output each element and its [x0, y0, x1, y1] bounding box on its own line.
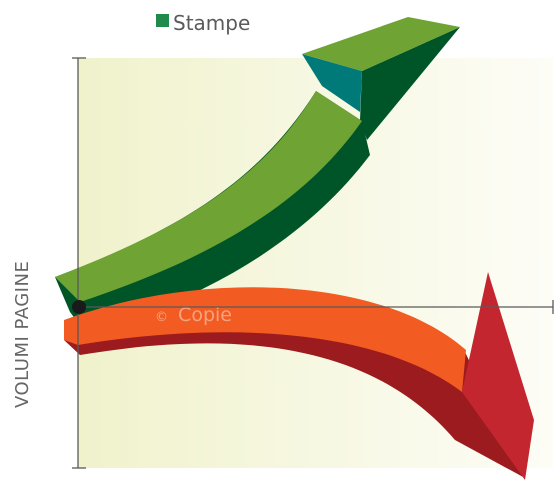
copyright-marker: ©	[155, 310, 168, 325]
axes	[72, 57, 554, 469]
arrow-down-label-text: Copie	[178, 304, 232, 326]
y-axis-title: VOLUMI PAGINE	[12, 261, 33, 408]
arrow-down-label: © Copie	[155, 304, 232, 326]
arrow-up-head-top	[302, 17, 460, 71]
arrow-up-top-face	[55, 91, 362, 302]
legend-swatch-stampe	[156, 14, 169, 27]
arrow-down-head	[462, 272, 534, 480]
legend: Stampe	[156, 11, 250, 35]
origin-point	[72, 300, 86, 314]
arrow-down-copie: © Copie	[64, 272, 534, 480]
arrow-up-stampe	[55, 17, 460, 332]
arrow-up-head-side	[360, 27, 460, 140]
legend-label-stampe: Stampe	[173, 11, 250, 35]
arrow-up-head-face	[302, 54, 362, 112]
arrow-down-top-face	[64, 287, 466, 392]
